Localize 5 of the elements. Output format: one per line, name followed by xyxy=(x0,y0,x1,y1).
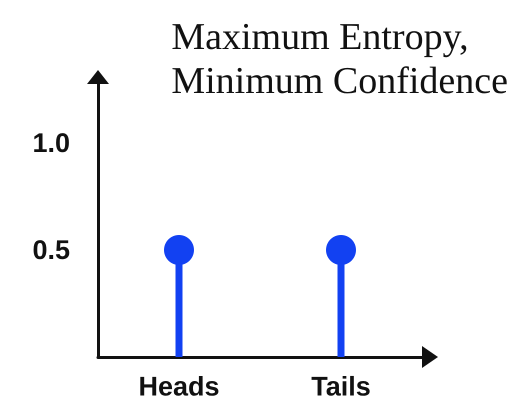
x-tick-label: Heads xyxy=(138,372,220,402)
y-tick-label: 1.0 xyxy=(32,128,70,158)
y-tick-label: 0.5 xyxy=(32,234,70,265)
x-tick-label: Tails xyxy=(311,372,371,402)
chart-title: Maximum Entropy, Minimum Confidence xyxy=(171,16,508,102)
